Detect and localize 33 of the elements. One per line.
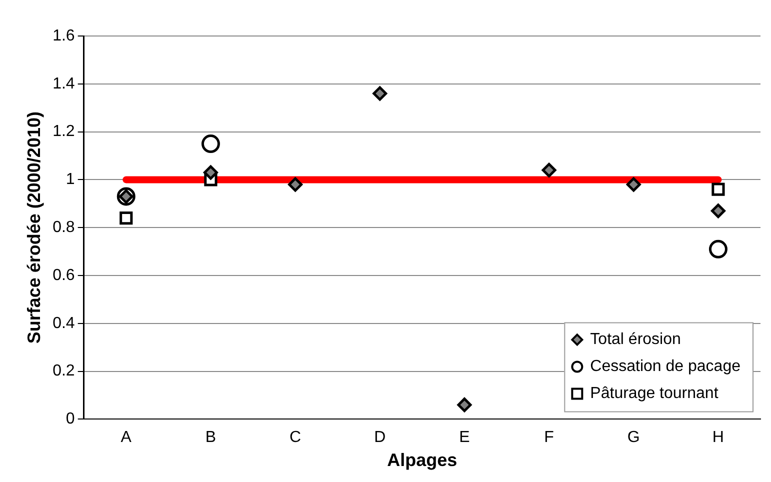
point	[708, 240, 728, 258]
x-tick-label: B	[205, 429, 216, 446]
x-tick-label: G	[627, 429, 640, 446]
x-tick-label: E	[459, 429, 470, 446]
y-tick-label: 0.4	[52, 314, 75, 332]
y-tick-label: 1.6	[52, 27, 75, 44]
point	[712, 182, 725, 196]
y-tick-label: 1.4	[52, 75, 75, 92]
x-tick-label: F	[544, 429, 554, 446]
point	[203, 165, 218, 180]
y-tick-label: 0.6	[52, 266, 75, 284]
y-tick-label: 0.2	[52, 362, 75, 380]
x-axis-title: Alpages	[387, 450, 458, 470]
point	[372, 86, 388, 101]
x-tick-label: C	[290, 429, 302, 446]
y-tick-label: 0	[66, 410, 75, 428]
point	[201, 134, 220, 154]
legend-label: Cessation de pacage	[590, 358, 741, 376]
point	[457, 398, 472, 412]
point	[542, 162, 556, 178]
point	[626, 177, 641, 192]
point	[120, 211, 133, 225]
y-tick-label: 1	[66, 171, 75, 188]
x-tick-label: H	[712, 429, 724, 446]
point	[710, 204, 726, 218]
x-tick-label: D	[374, 429, 386, 446]
legend-label: Pâturage tournant	[590, 385, 719, 402]
x-tick-label: A	[120, 429, 132, 446]
legend-label: Total érosion	[590, 331, 681, 348]
y-tick-label: 1.2	[52, 123, 75, 140]
point	[288, 177, 303, 192]
y-tick-label: 0.8	[52, 219, 75, 236]
y-axis-title: Surface érodée (2000/2010)	[24, 112, 44, 344]
